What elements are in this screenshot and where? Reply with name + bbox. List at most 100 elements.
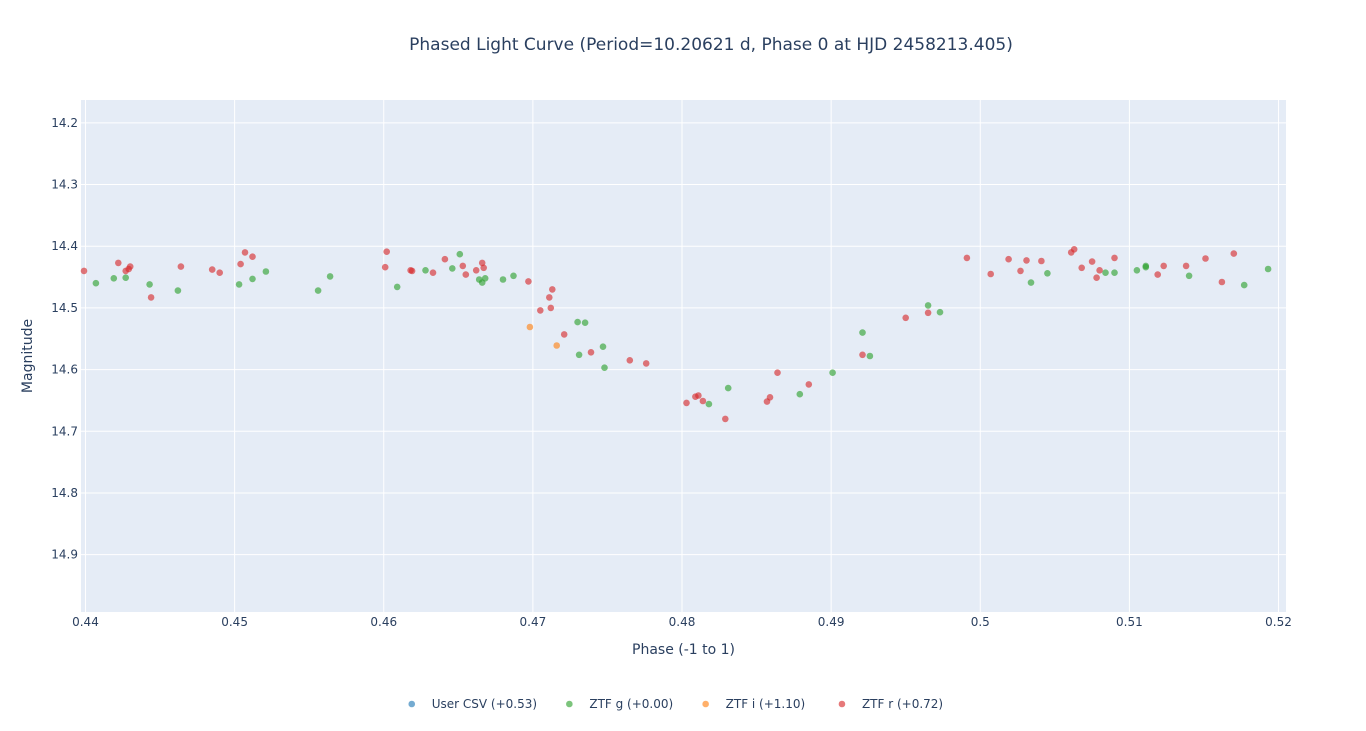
data-point-ztf-g[interactable] bbox=[422, 267, 429, 274]
data-point-ztf-r[interactable] bbox=[642, 360, 650, 367]
data-point-ztf-g[interactable] bbox=[866, 352, 874, 360]
data-point-ztf-g[interactable] bbox=[724, 384, 732, 392]
data-point-ztf-g[interactable] bbox=[1102, 269, 1109, 277]
data-point-ztf-r[interactable] bbox=[1230, 250, 1238, 257]
data-point-ztf-g[interactable] bbox=[574, 318, 581, 326]
data-point-ztf-g[interactable] bbox=[936, 308, 944, 316]
data-point-ztf-r[interactable] bbox=[381, 263, 389, 271]
data-point-ztf-g[interactable] bbox=[575, 351, 583, 359]
data-point-ztf-r[interactable] bbox=[1078, 264, 1085, 272]
data-point-ztf-r[interactable] bbox=[147, 294, 155, 301]
data-point-ztf-r[interactable] bbox=[249, 253, 256, 260]
data-point-ztf-r[interactable] bbox=[587, 349, 595, 356]
data-point-ztf-g[interactable] bbox=[449, 265, 456, 272]
data-point-ztf-r[interactable] bbox=[695, 392, 702, 399]
data-point-ztf-r[interactable] bbox=[408, 267, 416, 275]
data-point-ztf-r[interactable] bbox=[429, 269, 437, 277]
data-point-ztf-g[interactable] bbox=[1185, 272, 1193, 280]
data-point-ztf-r[interactable] bbox=[1005, 255, 1012, 263]
data-point-ztf-r[interactable] bbox=[1070, 246, 1078, 253]
data-point-ztf-g[interactable] bbox=[1240, 281, 1248, 289]
data-point-ztf-r[interactable] bbox=[216, 269, 223, 277]
data-point-ztf-r[interactable] bbox=[115, 259, 122, 267]
data-point-ztf-r[interactable] bbox=[1160, 262, 1167, 270]
data-point-ztf-g[interactable] bbox=[859, 329, 866, 336]
data-point-ztf-r[interactable] bbox=[1017, 267, 1024, 275]
data-point-ztf-r[interactable] bbox=[459, 262, 467, 270]
data-point-ztf-r[interactable] bbox=[237, 260, 244, 268]
data-point-ztf-r[interactable] bbox=[208, 266, 216, 273]
data-point-ztf-g[interactable] bbox=[829, 369, 836, 377]
data-point-ztf-r[interactable] bbox=[546, 294, 553, 301]
data-point-ztf-r[interactable] bbox=[441, 255, 449, 263]
data-point-ztf-g[interactable] bbox=[924, 302, 932, 309]
data-point-ztf-r[interactable] bbox=[80, 267, 88, 275]
data-point-ztf-r[interactable] bbox=[1218, 278, 1226, 286]
data-point-ztf-r[interactable] bbox=[1154, 271, 1161, 278]
data-point-ztf-g[interactable] bbox=[92, 279, 100, 287]
data-point-ztf-r[interactable] bbox=[987, 270, 994, 278]
data-point-ztf-r[interactable] bbox=[547, 304, 555, 312]
data-point-ztf-r[interactable] bbox=[537, 307, 544, 314]
legend-item[interactable]: ZTF r (+0.72) bbox=[838, 697, 943, 711]
data-point-ztf-g[interactable] bbox=[601, 364, 608, 372]
data-point-ztf-r[interactable] bbox=[1182, 262, 1190, 270]
data-point-ztf-g[interactable] bbox=[1111, 269, 1118, 277]
data-point-ztf-r[interactable] bbox=[126, 263, 134, 270]
data-point-ztf-g[interactable] bbox=[1142, 263, 1150, 271]
data-point-ztf-g[interactable] bbox=[1264, 265, 1272, 273]
data-point-ztf-g[interactable] bbox=[705, 400, 713, 408]
data-point-ztf-g[interactable] bbox=[393, 283, 401, 291]
data-point-ztf-r[interactable] bbox=[560, 331, 568, 338]
legend-item[interactable]: ZTF i (+1.10) bbox=[702, 697, 805, 711]
data-point-ztf-r[interactable] bbox=[462, 271, 470, 278]
data-point-ztf-r[interactable] bbox=[472, 267, 480, 274]
data-point-ztf-g[interactable] bbox=[456, 250, 464, 258]
data-point-ztf-g[interactable] bbox=[249, 275, 256, 283]
data-point-ztf-i[interactable] bbox=[526, 323, 534, 331]
data-point-ztf-r[interactable] bbox=[805, 381, 813, 388]
data-point-ztf-g[interactable] bbox=[599, 343, 607, 351]
data-point-ztf-r[interactable] bbox=[626, 357, 634, 364]
data-point-ztf-r[interactable] bbox=[1023, 257, 1030, 264]
data-point-ztf-r[interactable] bbox=[766, 394, 774, 401]
data-point-ztf-r[interactable] bbox=[383, 248, 391, 255]
data-point-ztf-r[interactable] bbox=[699, 397, 707, 405]
data-point-ztf-g[interactable] bbox=[796, 390, 804, 398]
data-point-ztf-g[interactable] bbox=[235, 281, 243, 288]
data-point-ztf-r[interactable] bbox=[525, 278, 532, 285]
data-point-ztf-r[interactable] bbox=[722, 415, 729, 423]
data-point-ztf-r[interactable] bbox=[1202, 255, 1209, 262]
data-point-ztf-r[interactable] bbox=[480, 264, 488, 272]
data-point-ztf-r[interactable] bbox=[177, 263, 185, 270]
data-point-ztf-r[interactable] bbox=[963, 254, 971, 262]
data-point-ztf-g[interactable] bbox=[174, 287, 182, 294]
data-point-ztf-g[interactable] bbox=[146, 281, 153, 288]
data-point-ztf-r[interactable] bbox=[859, 351, 866, 359]
data-point-ztf-r[interactable] bbox=[683, 399, 690, 407]
data-point-ztf-g[interactable] bbox=[1027, 279, 1035, 286]
data-point-ztf-g[interactable] bbox=[1133, 267, 1141, 274]
data-point-ztf-g[interactable] bbox=[1044, 270, 1051, 277]
data-point-ztf-g[interactable] bbox=[510, 272, 517, 280]
legend-item[interactable]: User CSV (+0.53) bbox=[408, 697, 537, 711]
data-point-ztf-r[interactable] bbox=[241, 249, 249, 256]
data-point-ztf-g[interactable] bbox=[481, 275, 489, 282]
data-point-ztf-r[interactable] bbox=[902, 314, 909, 322]
data-point-ztf-r[interactable] bbox=[1111, 254, 1118, 262]
data-point-ztf-r[interactable] bbox=[1096, 267, 1103, 274]
data-point-ztf-r[interactable] bbox=[774, 369, 781, 377]
plot-area[interactable] bbox=[81, 100, 1286, 612]
data-point-ztf-r[interactable] bbox=[924, 309, 932, 317]
data-point-ztf-g[interactable] bbox=[122, 274, 129, 282]
data-point-ztf-g[interactable] bbox=[262, 268, 270, 275]
data-point-ztf-g[interactable] bbox=[314, 287, 322, 294]
data-point-ztf-g[interactable] bbox=[326, 273, 334, 280]
data-point-ztf-g[interactable] bbox=[499, 276, 507, 283]
data-point-ztf-g[interactable] bbox=[581, 319, 589, 327]
data-point-ztf-r[interactable] bbox=[1088, 258, 1096, 265]
data-point-ztf-i[interactable] bbox=[553, 342, 560, 349]
data-point-ztf-r[interactable] bbox=[549, 286, 556, 293]
legend-item[interactable]: ZTF g (+0.00) bbox=[566, 697, 673, 711]
data-point-ztf-r[interactable] bbox=[1093, 274, 1100, 282]
